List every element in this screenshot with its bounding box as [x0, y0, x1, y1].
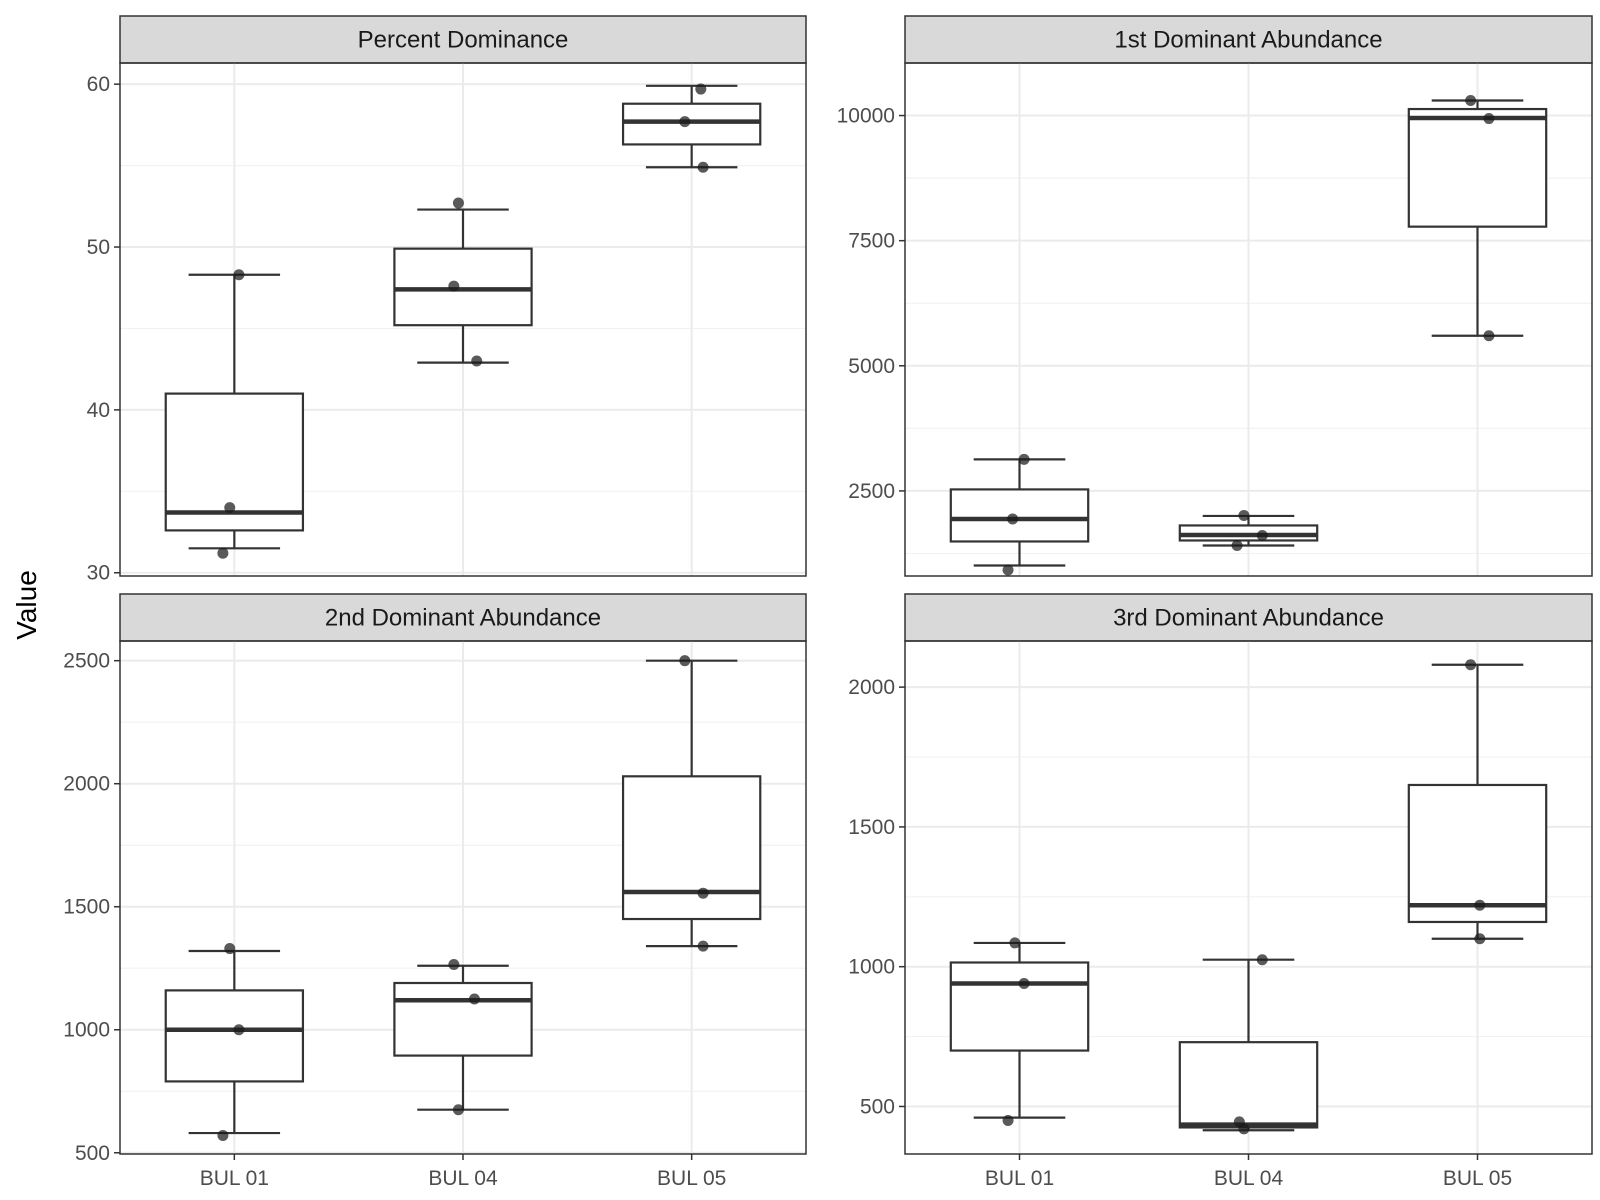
- boxplot-bul-05: [621, 84, 762, 169]
- data-point: [448, 959, 460, 971]
- facet-strip: [119, 593, 807, 642]
- facet-title: 2nd Dominant Abundance: [325, 605, 601, 632]
- boxplot-bul-01: [949, 458, 1090, 567]
- facet-title: 1st Dominant Abundance: [1114, 27, 1382, 54]
- iqr-box: [621, 775, 762, 921]
- data-point: [697, 940, 709, 952]
- y-tick-label: 1500: [63, 896, 110, 919]
- facet-title: Percent Dominance: [358, 27, 569, 54]
- data-point: [1009, 937, 1021, 949]
- boxplot-bul-04: [393, 964, 533, 1111]
- data-point: [1474, 899, 1486, 911]
- data-point: [1233, 1116, 1245, 1128]
- iqr-box: [164, 989, 305, 1083]
- iqr-box: [393, 247, 533, 327]
- data-point: [224, 502, 236, 514]
- facet-strip: [904, 15, 1593, 64]
- data-point: [697, 161, 709, 173]
- x-tick-label: BUL 05: [1443, 1167, 1512, 1190]
- iqr-box: [621, 102, 762, 146]
- y-axis-title: Value: [11, 570, 42, 640]
- x-tick-label: BUL 01: [985, 1167, 1054, 1190]
- data-point: [1231, 539, 1243, 551]
- facet-panel: 1st Dominant Abundance 2500 5000 7500 10000: [837, 15, 1593, 577]
- y-tick-label: 40: [87, 399, 110, 422]
- boxplot-bul-05: [1407, 663, 1548, 940]
- y-tick-label: 2000: [63, 773, 110, 796]
- panel-border: [119, 62, 807, 577]
- x-tick-label: BUL 04: [428, 1167, 498, 1190]
- y-tick-label: 7500: [848, 230, 895, 253]
- facet-panel: 2nd Dominant Abundance 500 1000 1500 2000 250…: [63, 593, 807, 1190]
- boxplot-bul-05: [1407, 99, 1548, 337]
- boxplot-bul-04: [1178, 514, 1319, 547]
- panel-border: [904, 62, 1593, 577]
- y-tick-label: 50: [87, 236, 110, 259]
- data-point: [1018, 977, 1030, 989]
- iqr-box: [393, 981, 533, 1057]
- boxplot-bul-05: [621, 659, 762, 948]
- data-point: [695, 83, 707, 95]
- y-tick-label: 1000: [848, 956, 895, 979]
- facet-title: 3rd Dominant Abundance: [1113, 605, 1384, 632]
- x-tick-label: BUL 01: [200, 1167, 269, 1190]
- data-point: [233, 269, 245, 281]
- data-point: [452, 1104, 464, 1116]
- data-point: [1238, 509, 1250, 521]
- facet-panels: Percent Dominance 30 40 50 60 1st Dominant Ab…: [63, 15, 1593, 1190]
- iqr-box: [1178, 1041, 1319, 1129]
- y-tick-label: 500: [75, 1142, 110, 1165]
- data-point: [1002, 564, 1014, 576]
- y-tick-label: 500: [860, 1095, 895, 1118]
- data-point: [217, 547, 229, 559]
- data-point: [1002, 1114, 1014, 1126]
- y-tick-label: 30: [87, 562, 110, 585]
- data-point: [1483, 330, 1495, 342]
- data-point: [1465, 659, 1477, 671]
- facet-panel: 3rd Dominant Abundance 500 1000 1500 2000 BUL…: [848, 593, 1593, 1190]
- facet-strip: [119, 15, 807, 64]
- y-tick-label: 60: [87, 73, 110, 96]
- boxplot-bul-01: [949, 941, 1090, 1119]
- iqr-box: [949, 961, 1090, 1052]
- data-point: [1256, 529, 1268, 541]
- y-tick-label: 2500: [848, 480, 895, 503]
- data-point: [697, 887, 709, 899]
- iqr-box: [1407, 783, 1548, 924]
- data-point: [679, 655, 691, 667]
- data-point: [1007, 513, 1019, 525]
- data-point: [1483, 113, 1495, 125]
- facet-panel: Percent Dominance 30 40 50 60: [87, 15, 807, 585]
- y-tick-label: 10000: [837, 105, 895, 128]
- iqr-box: [949, 488, 1090, 543]
- y-tick-label: 1000: [63, 1019, 110, 1042]
- data-point: [468, 993, 480, 1005]
- x-tick-label: BUL 05: [657, 1167, 726, 1190]
- data-point: [217, 1130, 229, 1142]
- data-point: [452, 197, 464, 209]
- data-point: [1256, 954, 1268, 966]
- boxplot-bul-04: [1178, 958, 1319, 1132]
- data-point: [448, 280, 460, 292]
- data-point: [1465, 95, 1477, 107]
- data-point: [679, 116, 691, 128]
- y-tick-label: 1500: [848, 816, 895, 839]
- data-point: [224, 943, 236, 955]
- data-point: [1018, 453, 1030, 465]
- data-point: [471, 355, 483, 367]
- iqr-box: [1407, 107, 1548, 228]
- y-tick-label: 2000: [848, 676, 895, 699]
- y-tick-label: 5000: [848, 355, 895, 378]
- data-point: [1474, 933, 1486, 945]
- boxplot-bul-04: [393, 208, 533, 364]
- boxplot-bul-01: [164, 949, 305, 1135]
- data-point: [233, 1024, 245, 1036]
- y-tick-label: 2500: [63, 650, 110, 673]
- x-tick-label: BUL 04: [1214, 1167, 1284, 1190]
